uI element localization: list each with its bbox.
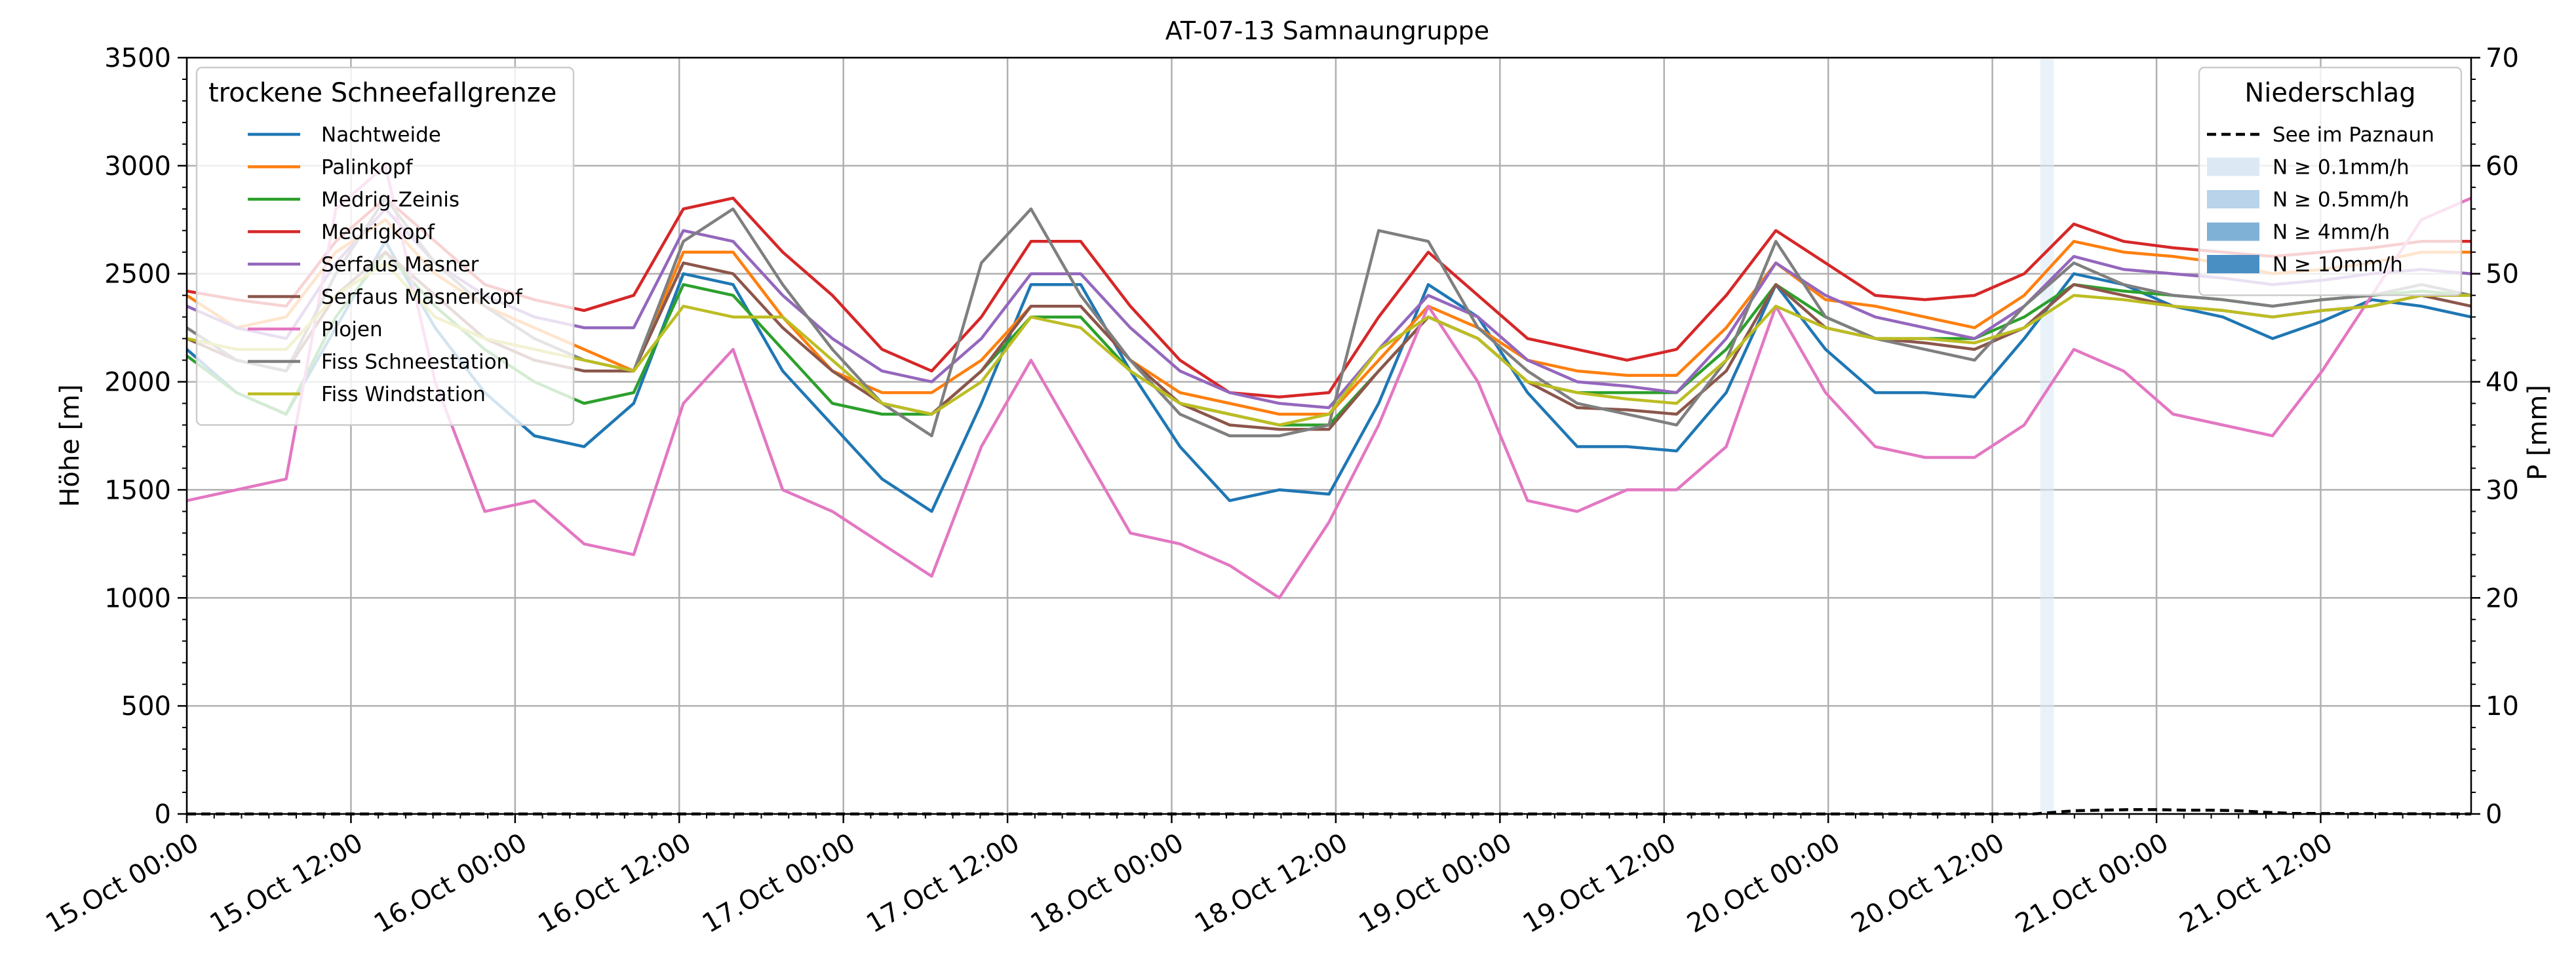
x-tick-label: 18.Oct 12:00 [1190,828,1353,939]
precip-legend-label: N ≥ 10mm/h [2273,253,2403,277]
y2-tick-label: 40 [2486,368,2519,398]
precip-legend-swatch [2207,222,2259,241]
y2-tick-label: 30 [2486,475,2519,505]
x-tick-label: 19.Oct 00:00 [1354,828,1517,939]
y-tick-label: 2000 [104,368,171,398]
precip-series-line [187,808,2472,816]
y2-tick-label: 20 [2486,583,2519,613]
precip-legend-box [2198,66,2463,296]
legend-box [195,66,575,426]
legend-label: Nachtweide [321,123,441,147]
precip-legend-label: See im Paznaun [2273,123,2434,147]
precip-legend-label: N ≥ 0.5mm/h [2273,188,2410,212]
precip-band [2040,58,2054,814]
y-tick-label: 3000 [104,151,171,182]
y-tick-label: 0 [155,800,171,830]
legend-label: Medrig-Zeinis [321,188,459,212]
legend-label: Serfaus Masnerkopf [321,286,523,309]
y2-tick-label: 50 [2486,260,2519,290]
legend-label: Serfaus Masner [321,253,479,277]
legend-label: Fiss Windstation [321,383,486,406]
y-tick-label: 3500 [104,43,171,73]
x-tick-label: 20.Oct 12:00 [1846,828,2010,939]
x-tick-label: 16.Oct 12:00 [533,828,696,939]
legend-label: Palinkopf [321,156,414,180]
precip-legend-label: N ≥ 0.1mm/h [2273,156,2410,180]
legend-label: Medrigkopf [321,221,435,244]
y-tick-label: 1000 [104,583,171,613]
x-tick-label: 17.Oct 12:00 [861,828,1025,939]
x-tick-label: 21.Oct 12:00 [2175,828,2338,939]
series-line-nachtweide [185,240,2472,513]
x-tick-label: 15.Oct 00:00 [41,828,204,939]
x-tick-label: 18.Oct 00:00 [1026,828,1189,939]
chart-title: AT-07-13 Samnaungruppe [1165,16,1489,45]
y2-tick-label: 10 [2486,691,2519,722]
y2-tick-label: 60 [2486,151,2519,182]
x-tick-label: 17.Oct 00:00 [697,828,861,939]
x-tick-label: 20.Oct 00:00 [1682,828,1845,939]
precip-legend-label: N ≥ 4mm/h [2273,221,2390,244]
y2-axis-label: P [mm] [2523,385,2553,480]
legend-label: Fiss Schneestation [321,351,509,374]
series-line-plojen [186,164,2472,600]
y-tick-label: 500 [121,691,171,722]
x-tick-label: 16.Oct 00:00 [369,828,532,939]
x-tick-label: 21.Oct 00:00 [2010,828,2174,939]
legend-title: trockene Schneefallgrenze [208,78,556,108]
x-tick-label: 19.Oct 12:00 [1518,828,1681,939]
plot-frame [185,56,2472,815]
precip-legend-title: Niederschlag [2244,78,2415,108]
y-tick-label: 1500 [104,475,171,505]
y2-tick-label: 0 [2486,800,2502,830]
y2-tick-label: 70 [2486,43,2519,73]
precip-legend-swatch [2207,190,2259,208]
y-tick-label: 2500 [104,260,171,290]
precip-legend-swatch [2207,255,2259,273]
precip-legend-swatch [2207,157,2259,176]
y-axis-label: Höhe [m] [55,384,85,507]
x-tick-label: 15.Oct 12:00 [205,828,368,939]
legend-label: Plojen [321,318,383,341]
